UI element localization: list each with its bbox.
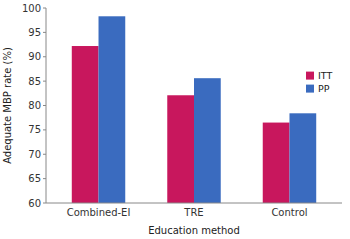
legend-swatch [306,72,314,80]
chart-container: 60 65 70 75 80 85 90 95 100 Combined-EI TRE Control… [0,0,350,239]
y-tick [43,178,46,179]
x-tick-label: TRE [183,207,203,218]
bar [289,113,316,203]
y-tick [43,203,46,204]
y-tick-label: 80 [28,100,41,111]
y-tick-label: 60 [28,198,41,209]
bar [167,95,194,203]
y-tick-label: 85 [28,76,41,87]
y-tick-label: 70 [28,149,41,160]
y-tick-label: 90 [28,51,41,62]
x-tick-label: Combined-EI [67,207,131,218]
legend-swatch [306,85,314,93]
bar [99,16,126,203]
y-tick [43,129,46,130]
y-tick [43,105,46,106]
y-tick [43,56,46,57]
chart: 60 65 70 75 80 85 90 95 100 Combined-EI TRE Control… [0,0,350,239]
x-axis-label: Education method [148,225,240,236]
bar [263,123,290,203]
legend-label: ITT [318,70,332,81]
y-tick [43,8,46,9]
bar [194,78,221,203]
x-tick-label: Control [271,207,307,218]
bar [72,46,99,203]
y-axis-label: Adequate MBP rate (%) [2,47,13,164]
y-tick [43,154,46,155]
legend-label: PP [318,83,330,94]
y-tick [43,81,46,82]
y-tick-label: 75 [28,124,41,135]
bars [72,16,316,203]
x-axis-line [46,203,342,204]
y-tick-label: 100 [22,3,41,14]
y-tick-label: 95 [28,27,41,38]
y-tick-label: 65 [28,173,41,184]
legend: ITT PP [306,70,332,94]
y-tick [43,32,46,33]
